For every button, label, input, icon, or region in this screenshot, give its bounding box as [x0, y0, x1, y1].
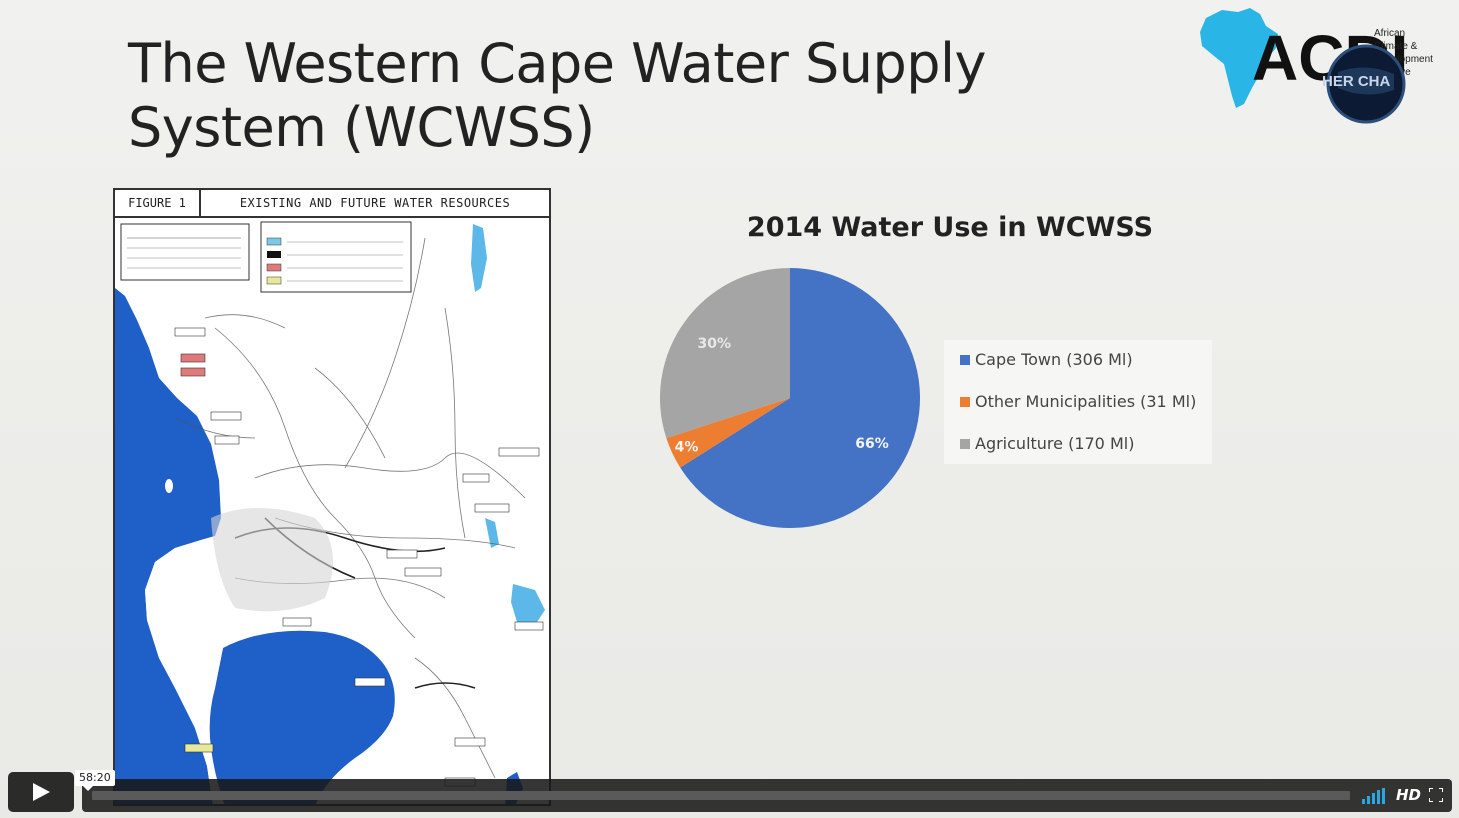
pie-data-label: 4% — [675, 440, 699, 456]
pie-slice-agriculture — [660, 268, 790, 439]
svg-text:African: African — [1374, 28, 1405, 39]
logo-overlay-text: HER CHA — [1322, 73, 1391, 90]
legend-swatch — [960, 438, 970, 449]
hd-toggle[interactable]: HD — [1396, 786, 1422, 804]
chart-title: 2014 Water Use in WCWSS — [746, 212, 1154, 243]
legend-label: Agriculture (170 Ml) — [975, 434, 1135, 453]
pie-data-label: 66% — [855, 436, 889, 452]
map-drawing — [115, 221, 545, 804]
pie-slice-cape-town — [680, 268, 920, 528]
fullscreen-icon[interactable] — [1429, 788, 1443, 802]
play-icon — [33, 783, 50, 801]
figure-label: FIGURE 1 — [115, 190, 201, 216]
legend-item-other-municipalities: Other Municipalities (31 Ml) — [960, 392, 1196, 411]
play-button[interactable] — [8, 772, 74, 812]
progress-track[interactable] — [92, 791, 1350, 800]
legend-swatch — [960, 354, 970, 365]
map-header: FIGURE 1 EXISTING AND FUTURE WATER RESOU… — [115, 190, 549, 218]
legend-item-cape-town: Cape Town (306 Ml) — [960, 350, 1133, 369]
svg-text:Climate &: Climate & — [1374, 41, 1418, 52]
time-tooltip: 58:20 — [75, 770, 115, 791]
pie-chart: 66% 4% 30% — [660, 268, 920, 528]
slide-title: The Western Cape Water Supply System (WC… — [128, 32, 987, 159]
volume-icon[interactable] — [1362, 788, 1386, 804]
control-bar: HD — [82, 779, 1452, 812]
video-player-controls: HD 58:20 — [0, 770, 1459, 818]
acdi-logo: ACDI African Climate & Development Initi… — [1200, 8, 1433, 124]
africa-map-icon — [1200, 8, 1278, 108]
pie-data-label: 30% — [698, 336, 732, 352]
pie-slice-other-municipalities — [666, 398, 790, 468]
figure-title: EXISTING AND FUTURE WATER RESOURCES — [239, 196, 511, 210]
svg-text:Development: Development — [1374, 54, 1433, 65]
legend-label: Cape Town (306 Ml) — [975, 350, 1133, 369]
water-resources-map: FIGURE 1 EXISTING AND FUTURE WATER RESOU… — [113, 188, 551, 806]
legend-label: Other Municipalities (31 Ml) — [975, 392, 1197, 411]
legend-swatch — [960, 396, 970, 407]
legend-item-agriculture: Agriculture (170 Ml) — [960, 434, 1134, 453]
chart-legend: Cape Town (306 Ml) Other Municipalities … — [944, 340, 1212, 464]
